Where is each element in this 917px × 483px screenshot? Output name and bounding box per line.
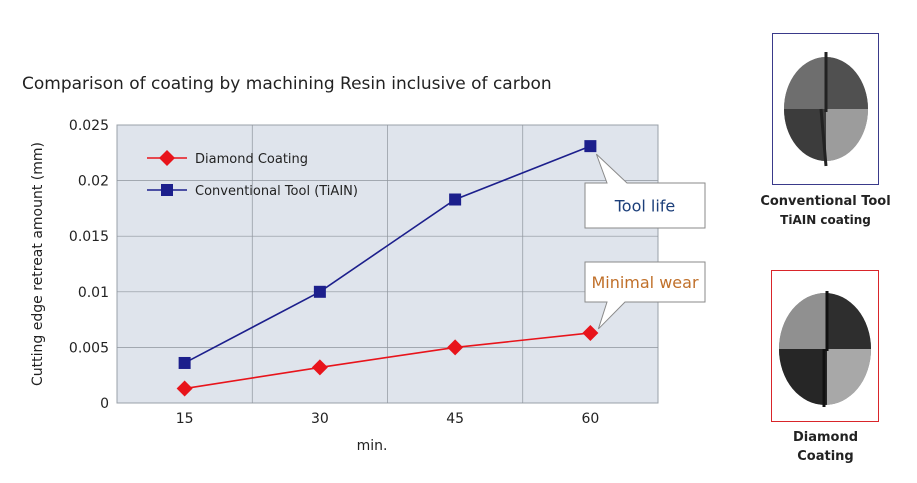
data-point bbox=[313, 285, 326, 298]
diamond-tool-end-icon bbox=[779, 291, 871, 407]
y-tick-label: 0.005 bbox=[69, 340, 109, 356]
y-tick-label: 0.01 bbox=[78, 285, 109, 301]
data-point bbox=[176, 380, 193, 397]
x-tick-label: 30 bbox=[311, 411, 329, 427]
page-title: Comparison of coating by machining Resin… bbox=[22, 74, 552, 94]
annotation-label: Minimal wear bbox=[591, 273, 698, 292]
diamond-tool-coating: Coating bbox=[797, 449, 854, 464]
y-tick-label: 0.015 bbox=[69, 229, 109, 245]
data-point bbox=[582, 324, 599, 341]
data-point bbox=[311, 359, 328, 376]
x-tick-label: 45 bbox=[446, 411, 464, 427]
annotation-callout bbox=[584, 153, 706, 229]
plot-area: 0 0.005 0.01 0.015 0.02 0.025 15 30 45 60 min. Cutt… bbox=[30, 118, 706, 454]
data-point bbox=[178, 356, 191, 369]
diamond-tool-image bbox=[771, 270, 879, 422]
legend-marker bbox=[159, 150, 175, 166]
y-axis-label: Cutting edge retreat amount (mm) bbox=[30, 142, 46, 386]
series-line bbox=[184, 145, 591, 364]
x-axis-label: min. bbox=[357, 438, 388, 454]
annotation-callout bbox=[584, 261, 706, 330]
annotation-label: Tool life bbox=[614, 197, 676, 216]
data-point bbox=[447, 339, 464, 356]
conventional-tool-coating: TiAIN coating bbox=[780, 213, 871, 227]
diamond-tool-caption: Diamond Coating bbox=[748, 428, 903, 466]
x-tick-label: 15 bbox=[176, 411, 194, 427]
y-tick-label: 0 bbox=[100, 396, 109, 412]
data-point bbox=[584, 140, 597, 153]
conventional-tool-image bbox=[772, 33, 879, 185]
conventional-tool-caption: Conventional Tool TiAIN coating bbox=[748, 192, 903, 230]
conventional-tool-name: Conventional Tool bbox=[760, 194, 891, 209]
series-line bbox=[184, 332, 591, 390]
conventional-tool-end-icon bbox=[784, 52, 868, 167]
y-tick-label: 0.02 bbox=[78, 174, 109, 190]
legend-entry: Diamond Coating bbox=[195, 152, 308, 167]
y-tick-label: 0.025 bbox=[69, 118, 109, 134]
legend-marker bbox=[161, 184, 173, 196]
legend-entry: Conventional Tool (TiAIN) bbox=[195, 184, 358, 199]
data-point bbox=[449, 193, 462, 206]
diamond-tool-name: Diamond bbox=[792, 430, 859, 445]
x-tick-label: 60 bbox=[581, 411, 599, 427]
